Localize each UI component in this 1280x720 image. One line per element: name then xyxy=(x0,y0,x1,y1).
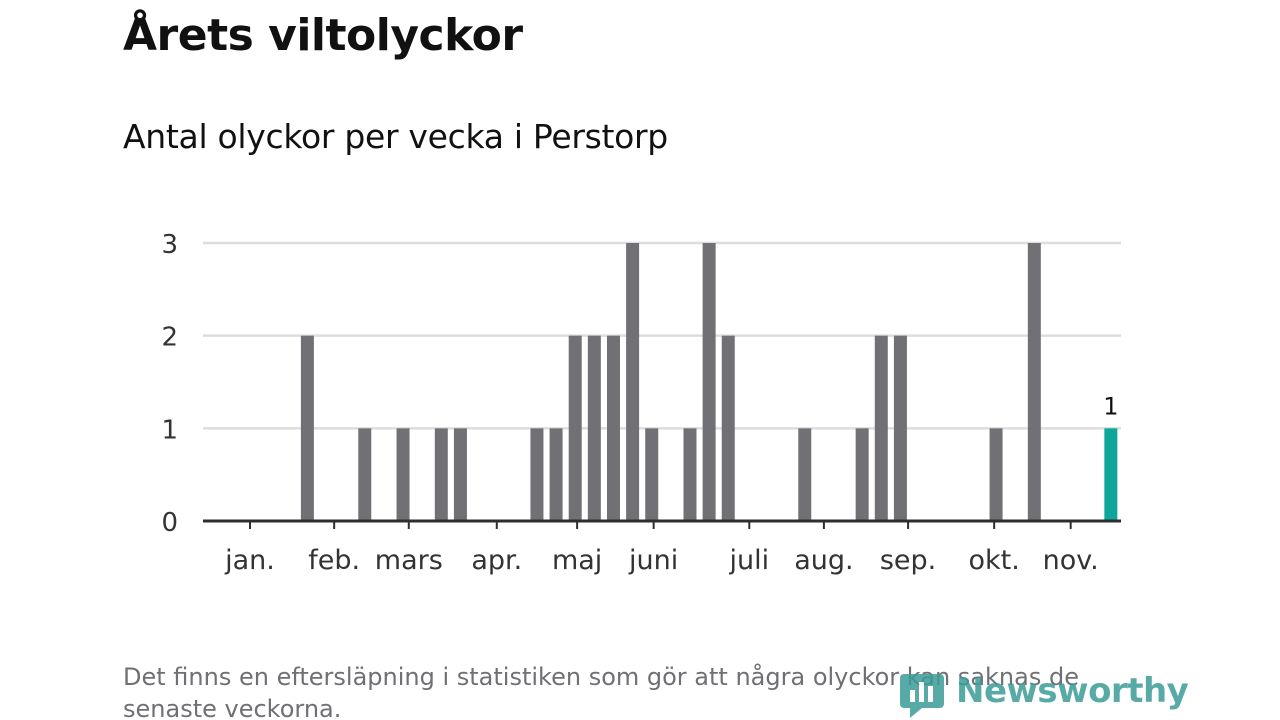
bar xyxy=(453,428,467,521)
bar xyxy=(893,335,907,521)
chart-subtitle: Antal olyckor per vecka i Perstorp xyxy=(123,117,668,156)
x-tick-label: juni xyxy=(628,545,678,576)
bar xyxy=(434,428,448,521)
gridlines xyxy=(203,241,1121,430)
x-tick-label: jan. xyxy=(224,545,275,576)
bar-highlight xyxy=(1104,428,1118,521)
x-tick-label: apr. xyxy=(471,545,522,576)
bar xyxy=(855,428,869,521)
bar xyxy=(396,428,410,521)
y-tick-label: 0 xyxy=(161,508,178,538)
chart: 0 1 2 3 1 jan. feb. mars apr. maj juni juli aug. sep.… xyxy=(161,230,1121,576)
bar xyxy=(874,335,888,521)
x-tick-label: sep. xyxy=(880,545,936,576)
bar xyxy=(587,335,601,521)
newsworthy-logo-icon xyxy=(900,674,944,718)
chart-title: Årets viltolyckor xyxy=(123,10,523,61)
x-tick-label: mars xyxy=(375,545,443,576)
bar xyxy=(683,428,697,521)
bar xyxy=(626,243,640,521)
data-label: 1 xyxy=(1103,392,1118,420)
x-tick-label: aug. xyxy=(794,545,853,576)
bar xyxy=(300,335,314,521)
y-tick-label: 1 xyxy=(161,415,178,445)
x-tick-label: okt. xyxy=(968,545,1019,576)
x-tick-label: maj xyxy=(552,545,602,576)
x-tick-label: feb. xyxy=(308,545,360,576)
bar xyxy=(358,428,372,521)
x-tick-label: nov. xyxy=(1043,545,1099,576)
bar xyxy=(606,335,620,521)
newsworthy-logo: Newsworthy xyxy=(900,666,1189,720)
bar xyxy=(989,428,1003,521)
bar xyxy=(798,428,812,521)
x-tick-label: juli xyxy=(728,545,769,576)
bars xyxy=(300,243,1118,521)
bar xyxy=(702,243,716,521)
y-tick-label: 3 xyxy=(161,230,178,260)
bar xyxy=(530,428,544,521)
newsworthy-logo-text: Newsworthy xyxy=(956,671,1189,711)
bar xyxy=(568,335,582,521)
x-axis xyxy=(203,519,1121,529)
y-tick-label: 2 xyxy=(161,323,178,353)
bar xyxy=(645,428,659,521)
bar xyxy=(549,428,563,521)
labels: 0 1 2 3 1 jan. feb. mars apr. maj juni juli aug. sep.… xyxy=(161,230,1118,576)
bar xyxy=(721,335,735,521)
bar xyxy=(1027,243,1041,521)
